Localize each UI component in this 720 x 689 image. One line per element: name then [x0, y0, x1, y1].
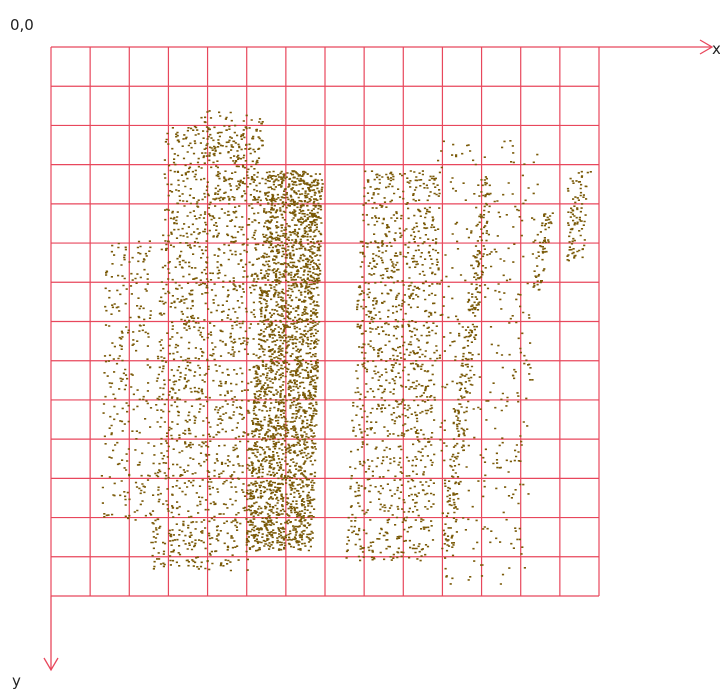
- canvas: 0,0 x y: [0, 0, 720, 689]
- y-axis-label: y: [12, 672, 21, 689]
- x-axis-label: x: [712, 40, 720, 58]
- grid: [51, 47, 599, 596]
- points: [101, 110, 592, 585]
- point-cloud: [101, 110, 592, 585]
- diagram: 0,0 x y: [0, 0, 720, 689]
- origin-label: 0,0: [10, 16, 34, 34]
